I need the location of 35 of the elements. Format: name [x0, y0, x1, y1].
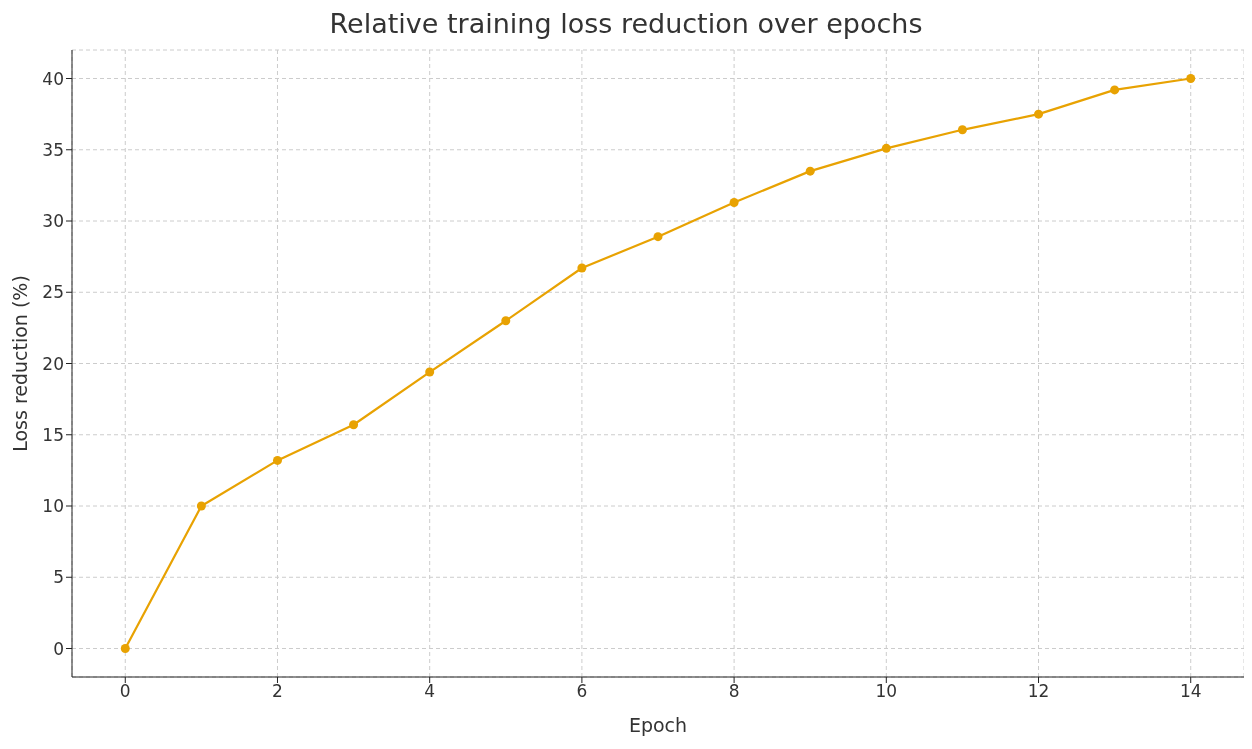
y-tick-label: 10: [42, 496, 64, 517]
y-tick-label: 5: [53, 567, 64, 588]
point: [729, 197, 739, 207]
point: [349, 420, 359, 430]
x-axis-title: Epoch: [628, 714, 688, 736]
y-tick-label: 20: [42, 353, 64, 374]
point: [501, 316, 511, 326]
point: [1186, 74, 1196, 83]
y-tick-label: 15: [42, 424, 64, 445]
x-tick-label: 10: [875, 681, 898, 702]
point: [577, 263, 587, 273]
y-tick-label: 35: [42, 139, 64, 160]
point: [1034, 109, 1044, 119]
point: [881, 143, 891, 153]
y-tick-label: 30: [42, 211, 64, 232]
x-tick-label: 4: [424, 681, 436, 702]
chart-title: Relative training loss reduction over epochs: [328, 8, 924, 41]
point: [425, 367, 435, 377]
y-tick-label: 0: [53, 638, 64, 659]
x-tick-label: 0: [119, 681, 131, 702]
y-tick-label: 25: [42, 282, 64, 303]
y-axis-title: Loss reduction (%): [8, 275, 31, 452]
x-tick-label: 14: [1179, 681, 1202, 702]
point: [653, 232, 663, 242]
x-tick-label: 2: [272, 681, 283, 702]
point: [272, 455, 282, 465]
point: [196, 501, 206, 511]
y-tick-label: 40: [42, 68, 64, 89]
x-tick-label: 8: [728, 681, 740, 702]
point: [805, 166, 815, 176]
x-tick-label: 6: [576, 681, 588, 702]
point: [957, 125, 967, 135]
point: [120, 644, 130, 653]
point: [1110, 85, 1120, 95]
x-tick-label: 12: [1027, 681, 1050, 702]
